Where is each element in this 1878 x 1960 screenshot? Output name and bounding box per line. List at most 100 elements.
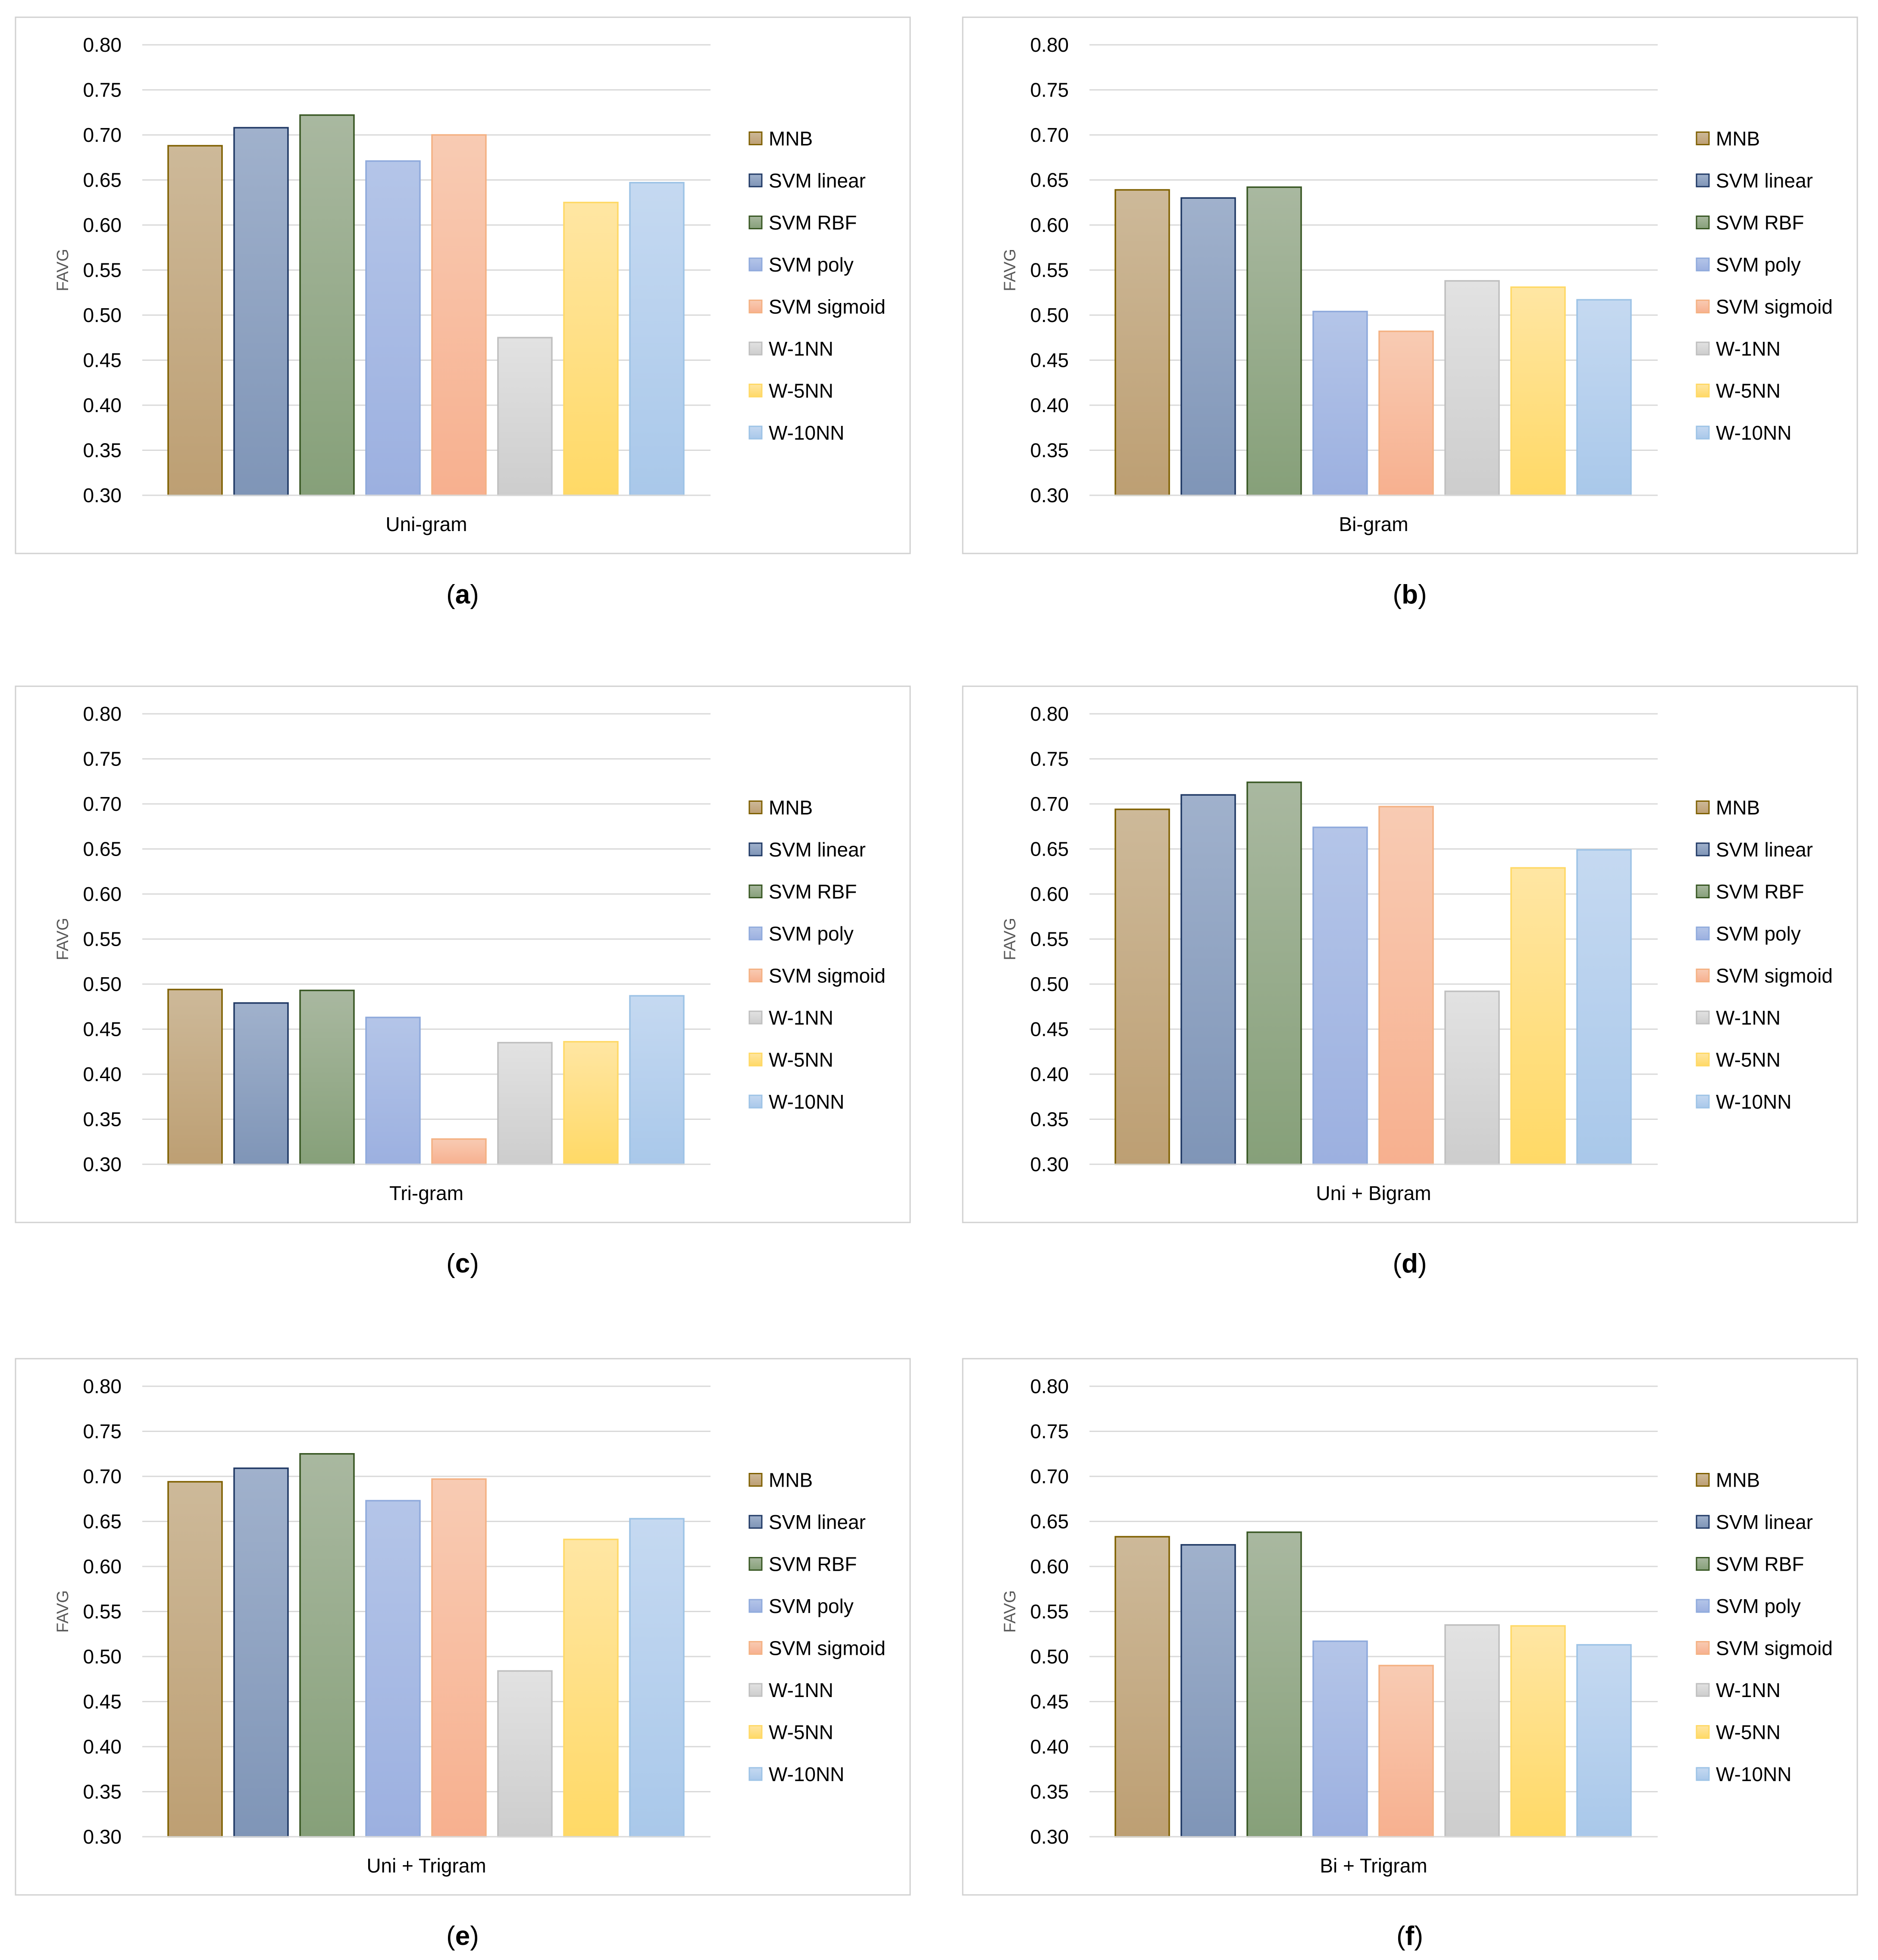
bar-svm-sigmoid bbox=[1378, 806, 1434, 1165]
legend-swatch-w-10nn bbox=[748, 425, 763, 440]
y-axis-label: FAVG bbox=[1001, 249, 1019, 291]
legend-label-svm-rbf: SVM RBF bbox=[769, 881, 857, 903]
y-tick-label: 0.55 bbox=[83, 259, 122, 281]
legend-swatch-w-10nn bbox=[1696, 1767, 1710, 1781]
y-tick-label: 0.35 bbox=[1030, 1781, 1069, 1803]
bar-mnb bbox=[167, 145, 223, 496]
y-tick-label: 0.75 bbox=[83, 748, 122, 770]
legend-label-svm-poly: SVM poly bbox=[1716, 1595, 1801, 1617]
legend-swatch-svm-linear bbox=[1696, 842, 1710, 857]
panel-caption: (f) bbox=[1396, 1921, 1423, 1951]
bar-svm-rbf bbox=[299, 989, 355, 1165]
y-tick-label: 0.60 bbox=[1030, 883, 1069, 905]
y-tick-label: 0.60 bbox=[1030, 214, 1069, 236]
y-tick-label: 0.80 bbox=[1030, 703, 1069, 725]
bar-svm-linear bbox=[233, 1002, 289, 1165]
legend-label-w-5nn: W-5NN bbox=[1716, 1049, 1781, 1071]
y-tick-label: 0.35 bbox=[83, 1781, 122, 1803]
y-tick-label: 0.70 bbox=[1030, 1465, 1069, 1488]
legend-swatch-w-1nn bbox=[1696, 1683, 1710, 1697]
y-tick-label: 0.45 bbox=[1030, 1018, 1069, 1041]
y-tick-label: 0.65 bbox=[1030, 169, 1069, 191]
y-tick-label: 0.65 bbox=[83, 838, 122, 860]
y-tick-label: 0.65 bbox=[83, 169, 122, 191]
legend-label-w-10nn: W-10NN bbox=[769, 1091, 845, 1113]
legend-swatch-w-5nn bbox=[748, 1725, 763, 1739]
legend-label-w-1nn: W-1NN bbox=[769, 1007, 833, 1029]
y-tick-label: 0.75 bbox=[1030, 748, 1069, 770]
y-tick-label: 0.30 bbox=[1030, 1153, 1069, 1175]
y-tick-label: 0.65 bbox=[1030, 1510, 1069, 1533]
legend-label-mnb: MNB bbox=[769, 797, 813, 819]
bar-w-10nn bbox=[629, 1518, 685, 1838]
y-tick-label: 0.45 bbox=[83, 1691, 122, 1713]
bar-svm-linear bbox=[1180, 197, 1236, 496]
legend-swatch-svm-poly bbox=[1696, 926, 1710, 941]
legend-label-w-10nn: W-10NN bbox=[1716, 1091, 1792, 1113]
legend-swatch-mnb bbox=[748, 131, 763, 145]
legend-swatch-svm-poly bbox=[748, 1599, 763, 1613]
legend-swatch-w-5nn bbox=[748, 1053, 763, 1066]
legend: MNB SVM linear SVM RBF SVM poly SVM sigmoid W… bbox=[1696, 797, 1833, 1113]
bar-svm-poly bbox=[365, 160, 421, 496]
legend-label-svm-poly: SVM poly bbox=[1716, 922, 1801, 945]
y-tick-label: 0.80 bbox=[1030, 34, 1069, 56]
legend-swatch-w-1nn bbox=[1696, 341, 1710, 356]
legend-label-w-10nn: W-10NN bbox=[769, 1763, 845, 1785]
panel-caption: (c) bbox=[446, 1249, 479, 1279]
legend-swatch-w-5nn bbox=[1696, 1725, 1710, 1739]
bar-w-10nn bbox=[629, 182, 685, 496]
legend-label-svm-linear: SVM linear bbox=[1716, 838, 1813, 861]
bar-svm-sigmoid bbox=[1378, 330, 1434, 496]
legend-swatch-mnb bbox=[748, 800, 763, 814]
bar-w-10nn bbox=[1576, 849, 1632, 1165]
y-tick-label: 0.30 bbox=[1030, 1826, 1069, 1848]
y-tick-label: 0.80 bbox=[83, 1375, 122, 1397]
legend-swatch-w-1nn bbox=[748, 341, 763, 356]
x-axis-label: Bi-gram bbox=[1339, 513, 1408, 535]
y-tick-label: 0.40 bbox=[1030, 394, 1069, 416]
y-tick-label: 0.70 bbox=[1030, 793, 1069, 815]
bar-svm-poly bbox=[365, 1016, 421, 1165]
y-tick-label: 0.55 bbox=[83, 928, 122, 950]
y-tick-label: 0.35 bbox=[83, 439, 122, 462]
y-tick-label: 0.50 bbox=[1030, 973, 1069, 995]
legend-label-w-5nn: W-5NN bbox=[1716, 380, 1781, 402]
y-tick-label: 0.40 bbox=[1030, 1735, 1069, 1758]
y-tick-label: 0.50 bbox=[83, 1645, 122, 1668]
bar-w-5nn bbox=[1510, 867, 1566, 1165]
bar-w-1nn bbox=[497, 337, 553, 496]
legend-label-w-5nn: W-5NN bbox=[769, 380, 833, 402]
panel-caption: (a) bbox=[446, 580, 479, 610]
legend-label-svm-linear: SVM linear bbox=[769, 1511, 866, 1533]
bar-svm-linear bbox=[233, 1467, 289, 1838]
legend-swatch-svm-sigmoid bbox=[748, 300, 763, 313]
y-tick-label: 0.60 bbox=[1030, 1555, 1069, 1578]
bar-svm-poly bbox=[1312, 1640, 1368, 1838]
legend-label-svm-rbf: SVM RBF bbox=[1716, 212, 1804, 234]
chart-e: 0.30 0.35 0.40 0.45 0.50 0.55 0.60 0.65 0.70 0.75… bbox=[15, 1358, 911, 1951]
legend-swatch-svm-poly bbox=[1696, 1599, 1710, 1613]
legend-swatch-w-10nn bbox=[748, 1094, 763, 1109]
legend-swatch-svm-linear bbox=[748, 173, 763, 188]
y-tick-label: 0.30 bbox=[1030, 484, 1069, 506]
legend-swatch-svm-linear bbox=[748, 842, 763, 857]
legend-label-svm-rbf: SVM RBF bbox=[769, 1553, 857, 1576]
x-axis-label: Bi + Trigram bbox=[1320, 1854, 1427, 1877]
y-tick-label: 0.50 bbox=[1030, 1645, 1069, 1668]
y-tick-label: 0.35 bbox=[83, 1108, 122, 1131]
y-tick-label: 0.45 bbox=[83, 349, 122, 372]
y-tick-label: 0.30 bbox=[83, 1153, 122, 1175]
y-tick-label: 0.70 bbox=[83, 124, 122, 146]
legend-label-svm-poly: SVM poly bbox=[769, 922, 854, 945]
legend-swatch-w-10nn bbox=[1696, 425, 1710, 440]
x-axis-label: Uni + Bigram bbox=[1316, 1182, 1431, 1204]
bar-w-1nn bbox=[1444, 1624, 1500, 1838]
legend-swatch-svm-rbf bbox=[748, 1557, 763, 1571]
legend-swatch-w-5nn bbox=[1696, 384, 1710, 397]
bar-svm-linear bbox=[1180, 1544, 1236, 1838]
legend-swatch-svm-rbf bbox=[1696, 216, 1710, 229]
y-tick-label: 0.55 bbox=[83, 1601, 122, 1623]
chart-a: 0.30 0.35 0.40 0.45 0.50 0.55 0.60 0.65 0.70 0.75… bbox=[15, 16, 911, 610]
bar-w-5nn bbox=[563, 202, 619, 496]
